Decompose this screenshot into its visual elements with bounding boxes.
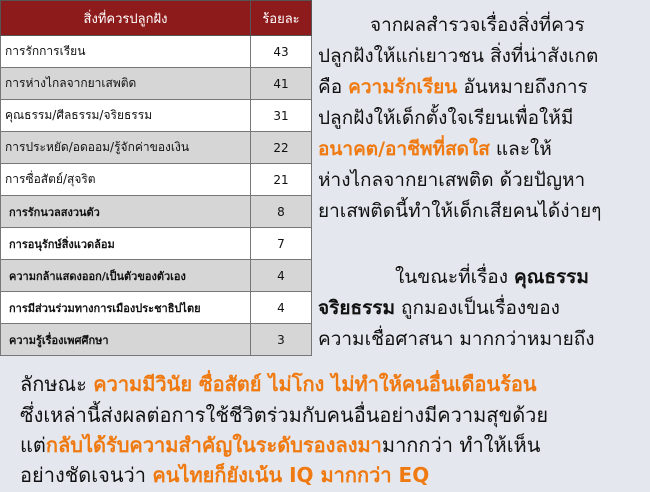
text-segment: ในขณะที่เรื่อง (395, 266, 515, 288)
table-row: การห่างไกลจากยาเสพติด 41 (0, 67, 312, 100)
highlight: อนาคต/อาชีพที่สดใส (318, 138, 490, 160)
row-value: 31 (250, 99, 312, 132)
text-segment: ยาเสพติดนี้ทำให้เด็กเสียคนได้ง่ายๆ (318, 200, 602, 222)
table-row: การรักการเรียน 43 (0, 35, 312, 68)
row-label: การมีส่วนร่วมทางการเมืองประชาธิปไตย (0, 291, 251, 324)
text-segment: ความเชื่อศาสนา มากกว่าหมายถึง (318, 328, 595, 350)
row-label: การอนุรักษ์สิ่งแวดล้อม (0, 227, 251, 260)
table-row: การซื่อสัตย์/สุจริต 21 (0, 163, 312, 196)
text-line: จริยธรรม ถูกมองเป็นเรื่องของ (318, 293, 560, 323)
highlight: ความรักเรียน (348, 76, 458, 98)
text-segment: ลักษณะ (20, 372, 94, 396)
text-segment: จากผลสำรวจเรื่องสิ่งที่ควร (370, 14, 585, 36)
row-label: คุณธรรม/ศีลธรรม/จริยธรรม (0, 99, 251, 132)
highlight: จริยธรรม (318, 297, 396, 319)
row-label: การซื่อสัตย์/สุจริต (0, 163, 251, 196)
text-segment: ปลูกฝังให้เด็กตั้งใจเรียนเพื่อให้มี (318, 107, 574, 129)
text-segment: แต่ (20, 433, 46, 457)
row-label: การรักการเรียน (0, 35, 251, 68)
table-row: ความรู้เรื่องเพศศึกษา 3 (0, 323, 312, 356)
text-line: ความเชื่อศาสนา มากกว่าหมายถึง (318, 324, 595, 354)
highlight: คนไทยก็ยังเน้น IQ มากกว่า EQ (152, 463, 430, 487)
row-label: การประหยัด/อดออม/รู้จักค่าของเงิน (0, 131, 251, 164)
row-label: การรักนวลสงวนตัว (0, 195, 251, 228)
text-line: ซึ่งเหล่านี้ส่งผลต่อการใช้ชีวิตร่วมกับคน… (20, 399, 548, 431)
highlight: ความมีวินัย ซื่อสัตย์ ไม่โกง ไม่ทำให้คนอ… (93, 372, 537, 396)
text-segment: มากกว่า ทำให้เห็น (381, 433, 541, 457)
table-row: การประหยัด/อดออม/รู้จักค่าของเงิน 22 (0, 131, 312, 164)
header-cell: สิ่งที่ควรปลูกฝัง (0, 0, 251, 36)
text-line: จากผลสำรวจเรื่องสิ่งที่ควร (370, 10, 585, 40)
text-segment: คือ (318, 76, 349, 98)
row-value: 7 (250, 227, 312, 260)
text-line: ปลูกฝังให้แก่เยาวชน สิ่งที่น่าสังเกต (318, 41, 598, 71)
highlight: คุณธรรม (514, 266, 589, 288)
row-label: ความกล้าแสดงออก/เป็นตัวของตัวเอง (0, 259, 251, 292)
text-line: อนาคต/อาชีพที่สดใส และให้ (318, 134, 552, 164)
text-line: แต่กลับได้รับความสำคัญในระดับรองลงมามากก… (20, 429, 540, 461)
row-value: 41 (250, 67, 312, 100)
text-line: ในขณะที่เรื่อง คุณธรรม (395, 262, 589, 292)
table-header: สิ่งที่ควรปลูกฝัง ร้อยละ (0, 0, 312, 36)
row-label: ความรู้เรื่องเพศศึกษา (0, 323, 251, 356)
row-label: การห่างไกลจากยาเสพติด (0, 67, 251, 100)
table-row: การมีส่วนร่วมทางการเมืองประชาธิปไตย 4 (0, 291, 312, 324)
text-line: ห่างไกลจากยาเสพติด ด้วยปัญหา (318, 165, 585, 195)
text-segment: อันหมายถึงการ (457, 76, 588, 98)
highlight: กลับได้รับความสำคัญในระดับรองลงมา (45, 433, 382, 457)
table-row: ความกล้าแสดงออก/เป็นตัวของตัวเอง 4 (0, 259, 312, 292)
text-line: ปลูกฝังให้เด็กตั้งใจเรียนเพื่อให้มี (318, 103, 573, 133)
text-segment: ปลูกฝังให้แก่เยาวชน สิ่งที่น่าสังเกต (318, 45, 599, 67)
table-row: คุณธรรม/ศีลธรรม/จริยธรรม 31 (0, 99, 312, 132)
text-segment: ซึ่งเหล่านี้ส่งผลต่อการใช้ชีวิตร่วมกับคน… (20, 403, 549, 427)
row-value: 43 (250, 35, 312, 68)
text-line: คือ ความรักเรียน อันหมายถึงการ (318, 72, 588, 102)
header-cell: ร้อยละ (250, 0, 312, 36)
text-segment: ถูกมองเป็นเรื่องของ (395, 297, 560, 319)
text-line: อย่างชัดเจนว่า คนไทยก็ยังเน้น IQ มากกว่า… (20, 459, 429, 491)
row-value: 21 (250, 163, 312, 196)
text-line: ลักษณะ ความมีวินัย ซื่อสัตย์ ไม่โกง ไม่ท… (20, 368, 537, 400)
row-value: 4 (250, 291, 312, 324)
text-line: ยาเสพติดนี้ทำให้เด็กเสียคนได้ง่ายๆ (318, 196, 602, 226)
text-segment: และให้ (489, 138, 552, 160)
row-value: 4 (250, 259, 312, 292)
table-row: การรักนวลสงวนตัว 8 (0, 195, 312, 228)
text-segment: อย่างชัดเจนว่า (20, 463, 153, 487)
table-row: การอนุรักษ์สิ่งแวดล้อม 7 (0, 227, 312, 260)
row-value: 8 (250, 195, 312, 228)
survey-table: สิ่งที่ควรปลูกฝัง ร้อยละ การรักการเรียน 43… (0, 0, 312, 356)
row-value: 22 (250, 131, 312, 164)
text-segment: ห่างไกลจากยาเสพติด ด้วยปัญหา (318, 169, 586, 191)
row-value: 3 (250, 323, 312, 356)
